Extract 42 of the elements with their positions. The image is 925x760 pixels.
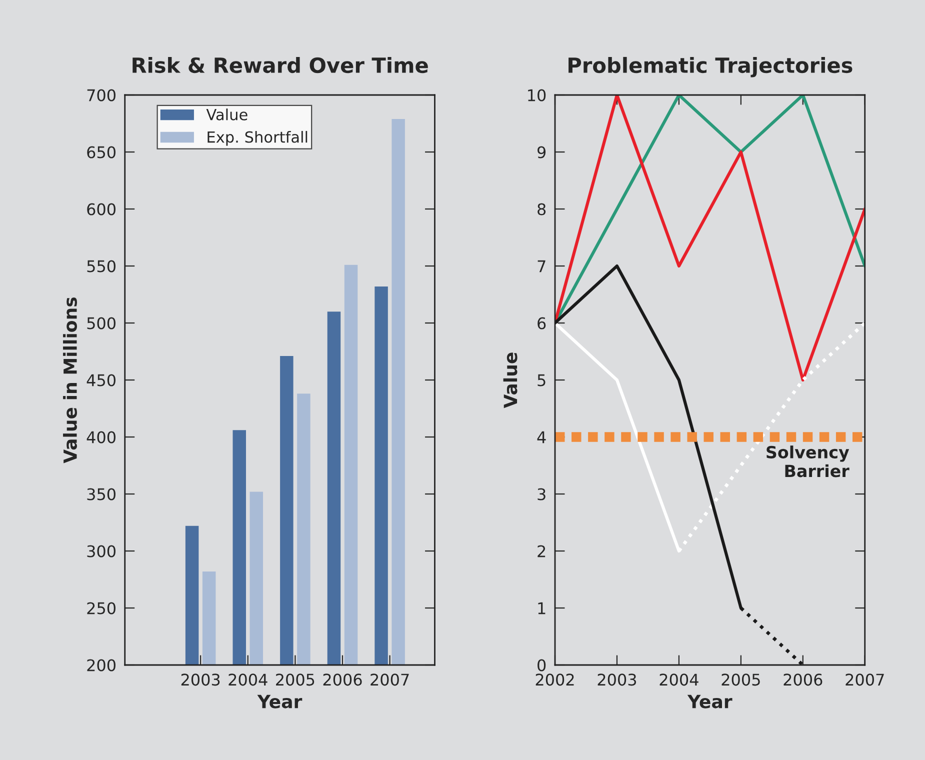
y-tick-label: 450	[86, 374, 116, 386]
x-tick-label: 2003	[598, 674, 636, 686]
chart-title: Problematic Trajectories	[568, 56, 852, 78]
x-tick-label: 2007	[846, 674, 884, 686]
y-tick-label: 10	[528, 89, 546, 102]
x-tick-label: 2005	[276, 674, 314, 686]
y-tick-label: 7	[538, 260, 546, 272]
y-tick-label: 200	[87, 659, 116, 672]
y-tick-label: 3	[538, 488, 546, 500]
y-tick-label: 550	[87, 260, 116, 272]
y-tick-label: 0	[538, 659, 546, 672]
chart-title: Risk & Reward Over Time	[132, 56, 428, 74]
x-axis-title: Year	[687, 694, 732, 708]
x-tick-label: 2004	[228, 674, 268, 686]
y-tick-label: 300	[87, 545, 116, 558]
x-axis-title: Year	[257, 694, 302, 708]
y-tick-label: 700	[87, 89, 116, 102]
y-tick-label: 2	[538, 545, 546, 558]
y-tick-label: 6	[538, 317, 546, 330]
legend-label: Exp. Shortfall	[208, 130, 308, 146]
x-tick-label: 2007	[370, 674, 409, 686]
x-tick-label: 2006	[323, 674, 362, 686]
y-axis-title: Value	[503, 352, 518, 408]
y-tick-label: 1	[538, 602, 546, 614]
y-tick-label: 9	[538, 146, 546, 158]
y-tick-label: 600	[87, 203, 116, 216]
y-tick-label: 5	[538, 374, 546, 386]
ref-line-label: Solvency Barrier	[766, 446, 850, 478]
y-tick-label: 350	[87, 488, 116, 500]
x-tick-label: 2002	[536, 674, 574, 686]
x-tick-label: 2006	[784, 674, 822, 686]
y-axis-title: Value in Millions	[63, 297, 77, 464]
y-tick-label: 650	[87, 146, 116, 158]
x-tick-label: 2003	[181, 674, 220, 686]
y-tick-label: 4	[537, 431, 546, 444]
y-tick-label: 500	[87, 317, 116, 330]
y-tick-label: 250	[87, 602, 116, 614]
x-tick-label: 2004	[660, 674, 698, 686]
y-tick-label: 8	[538, 203, 546, 216]
x-tick-label: 2005	[722, 674, 760, 686]
legend-label: Value	[206, 108, 248, 120]
y-tick-label: 400	[86, 431, 116, 444]
